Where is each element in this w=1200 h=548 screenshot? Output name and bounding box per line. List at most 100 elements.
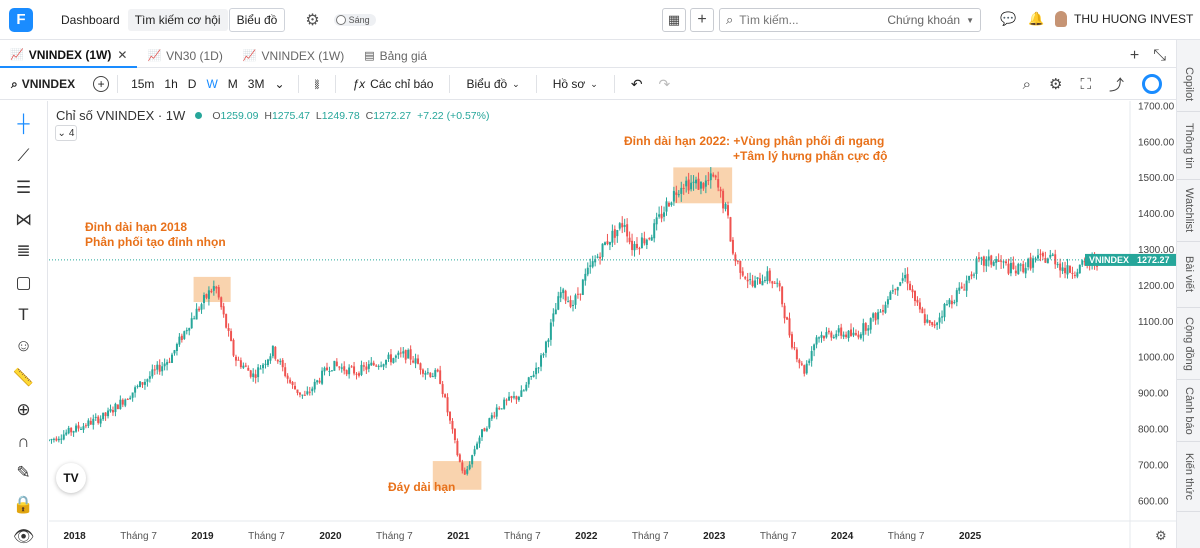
nav-screener[interactable]: Tìm kiếm cơ hội (127, 8, 228, 31)
annotation-highlight-box[interactable] (432, 461, 482, 490)
layout-grid-button[interactable]: ▦ (662, 8, 686, 32)
eye-icon[interactable]: 👁 (12, 526, 35, 546)
ruler-icon[interactable]: 📏 (12, 368, 35, 388)
sidebar-item-community[interactable]: Cộng đồng (1177, 308, 1200, 380)
candle-body (239, 360, 242, 368)
emoji-icon[interactable]: ☺ (14, 336, 33, 356)
zoom-in-icon[interactable]: ⊕ (16, 399, 31, 419)
candle-type-icon[interactable]: ⧚ (314, 75, 320, 92)
candle-body (94, 416, 97, 418)
y-tick-label: 900.00 (1138, 389, 1169, 400)
tradingview-logo-icon[interactable]: TV (56, 463, 86, 493)
add-button[interactable]: + (690, 8, 714, 32)
share-icon[interactable]: ⤴ (1108, 76, 1124, 94)
candle-body (778, 283, 781, 287)
tab-vnindex-1w[interactable]: 📈 VNINDEX (1W) ✕ (0, 44, 138, 68)
bell-icon[interactable]: 🔔 (1028, 11, 1045, 26)
candle-body (795, 349, 798, 360)
indicators-button[interactable]: ƒx Các chỉ báo (352, 77, 433, 91)
lock-drawing-icon[interactable]: ✎ (16, 463, 31, 483)
candle-body (1056, 264, 1059, 266)
candle-body (291, 382, 294, 385)
quick-search-icon[interactable]: ⌕ (1022, 75, 1032, 93)
search-box[interactable]: ⌕ Chứng khoán ▼ (719, 8, 981, 32)
sidebar-item-posts[interactable]: Bài viết (1177, 242, 1200, 308)
y-axis[interactable]: 600.00 700.00 800.00 900.00 1000.00 1100.00 12… (1138, 101, 1175, 507)
nav-dashboard[interactable]: Dashboard (61, 12, 120, 27)
drawing-toolbar: ┼ ⟋ ☰ ⋈ ≣ ▢ T ☺ 📏 ⊕ ∩ ✎ 🔒 👁 (0, 101, 48, 548)
candle-body (259, 368, 262, 370)
undo-icon[interactable]: ↶ (630, 75, 643, 92)
candle-body (328, 371, 331, 373)
search-input[interactable] (739, 13, 880, 27)
symbol-search[interactable]: ⌕ VNINDEX (11, 77, 75, 92)
annotation-text[interactable]: Đáy dài hạn (388, 480, 455, 494)
chart-type-button[interactable]: Biểu đồ ⌄ (466, 77, 519, 91)
sidebar-item-copilot[interactable]: Copilot (1177, 58, 1200, 112)
candle-body (884, 304, 887, 313)
annotation-text[interactable]: Đỉnh dài hạn 2018 (85, 220, 187, 234)
axis-settings-icon[interactable]: ⚙ (1155, 528, 1167, 543)
pattern-icon[interactable]: ⋈ (15, 209, 32, 229)
timeframe-3M[interactable]: 3M (247, 77, 265, 91)
nav-chart[interactable]: Biểu đồ (228, 7, 286, 32)
sidebar-item-watchlist[interactable]: Watchlist (1177, 180, 1200, 242)
annotation-highlight-box[interactable] (193, 276, 231, 303)
magnet-icon[interactable]: ∩ (17, 431, 30, 451)
rectangle-icon[interactable]: ▢ (15, 272, 32, 292)
gear-icon[interactable]: ⚙ (305, 11, 320, 29)
candle-body (109, 408, 112, 412)
theme-toggle[interactable]: Sáng (333, 13, 376, 26)
close-icon[interactable]: ✕ (117, 47, 128, 62)
crosshair-icon[interactable]: ┼ (17, 114, 30, 134)
search-category[interactable]: Chứng khoán (887, 13, 961, 27)
user-menu[interactable]: THU HUONG INVEST (1055, 11, 1193, 27)
candle-body (576, 293, 579, 295)
candle-body (407, 349, 410, 359)
candle-body (638, 248, 641, 250)
candle-body (175, 344, 178, 351)
candle-body (1068, 266, 1071, 273)
candle-body (786, 317, 789, 320)
chat-icon[interactable]: 💬 (1000, 11, 1017, 26)
sidebar-item-info[interactable]: Thông tin (1177, 112, 1200, 180)
chevron-down-icon[interactable]: ▼ (966, 15, 974, 25)
candle-body (744, 276, 747, 279)
high-label: H (264, 109, 272, 122)
lock-icon[interactable]: 🔒 (12, 494, 35, 514)
brand-logo-icon[interactable] (1142, 74, 1162, 94)
redo-icon[interactable]: ↷ (658, 75, 671, 92)
compare-plus-icon[interactable]: + (93, 76, 110, 92)
tab-vn30-1d[interactable]: 📈 VN30 (1D) (137, 44, 232, 68)
indicators-collapse-button[interactable]: ⌄ 4 (55, 125, 77, 141)
timeframe-D[interactable]: D (187, 77, 197, 91)
text-icon[interactable]: T (18, 304, 29, 324)
annotation-text[interactable]: +Tâm lý hưng phấn cực độ (733, 149, 887, 163)
add-tab-icon[interactable]: + (1129, 46, 1140, 64)
horizontal-lines-icon[interactable]: ☰ (15, 177, 32, 197)
timeframe-W[interactable]: W (206, 77, 218, 91)
candle-body (709, 173, 712, 181)
annotation-text[interactable]: Phân phối tạo đỉnh nhọn (85, 235, 226, 249)
timeframe-1h[interactable]: 1h (164, 77, 178, 91)
settings-icon[interactable]: ⚙ (1049, 76, 1063, 93)
candle-body (1066, 265, 1069, 275)
fib-levels-icon[interactable]: ≣ (16, 241, 31, 261)
timeframe-15m[interactable]: 15m (131, 77, 155, 91)
sidebar-item-knowledge[interactable]: Kiến thức (1177, 442, 1200, 512)
x-axis[interactable]: 2018 Tháng 7 2019 Tháng 7 2020 Tháng 7 2021 Thá… (63, 531, 981, 542)
trend-line-icon[interactable]: ⟋ (17, 146, 30, 166)
fullscreen-icon[interactable]: ⛶ (1080, 75, 1091, 93)
annotation-text[interactable]: Đỉnh dài hạn 2022: +Vùng phân phối đi ng… (624, 134, 884, 148)
annotation-boxes (193, 167, 733, 490)
tab-vnindex-1w-2[interactable]: 📈 VNINDEX (1W) (233, 44, 354, 68)
app-logo-icon[interactable]: F (9, 7, 33, 32)
chevron-down-icon[interactable]: ⌄ (274, 77, 285, 91)
sidebar-item-alerts[interactable]: Cảnh báo (1177, 380, 1200, 442)
profile-button[interactable]: Hồ sơ ⌄ (553, 77, 598, 91)
timeframe-M[interactable]: M (227, 77, 238, 91)
price-chart[interactable]: 600.00 700.00 800.00 900.00 1000.00 1100.00 12… (49, 101, 1176, 548)
toggle-knob-icon (335, 14, 346, 25)
tab-price-board[interactable]: ▤ Bảng giá (354, 44, 437, 68)
expand-icon[interactable]: ⤡ (1153, 46, 1166, 64)
